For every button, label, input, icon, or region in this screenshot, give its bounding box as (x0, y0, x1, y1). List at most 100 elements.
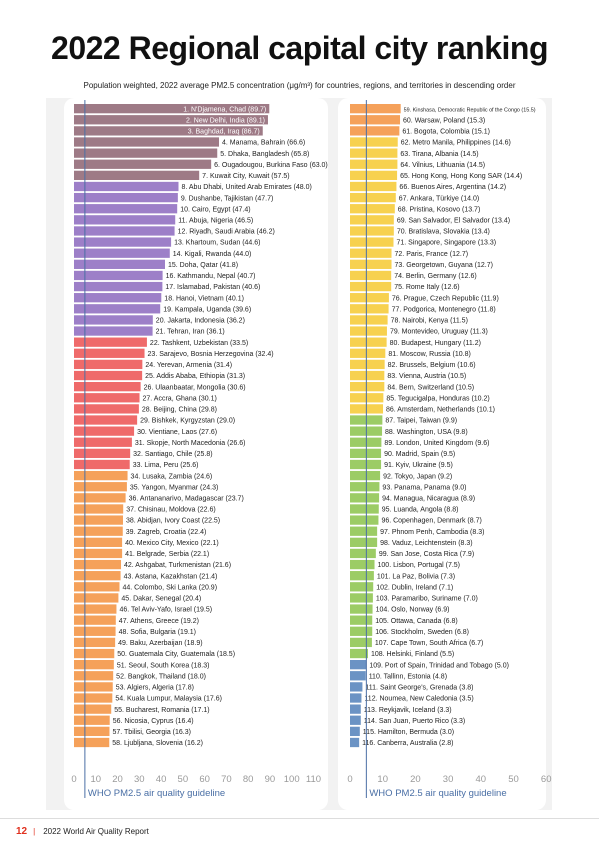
left-bar-label-31: 31. Skopje, North Macedonia (26.6) (135, 440, 246, 447)
left-bar-label-16: 16. Kathmandu, Nepal (40.7) (166, 273, 256, 280)
right-bar-40 (350, 537, 378, 547)
left-axis-tick-90: 90 (265, 774, 276, 785)
right-bar-7 (350, 170, 398, 181)
left-bar-label-30: 30. Vientiane, Laos (27.6) (137, 429, 217, 436)
left-bar-36 (74, 493, 126, 503)
right-bar-46 (350, 604, 373, 614)
right-bar-label-46: 104. Oslo, Norway (6.9) (376, 607, 450, 614)
left-bar-label-12: 12. Riyadh, Saudi Arabia (46.2) (178, 229, 275, 236)
left-axis-tick-30: 30 (134, 774, 145, 785)
left-bar-label-3: 3. Baghdad, Iraq (86.7) (188, 129, 260, 136)
left-bar-label-21: 21. Tehran, Iran (36.1) (156, 329, 225, 336)
left-bar-40 (74, 537, 123, 547)
right-bar-31 (350, 437, 382, 447)
left-bar-label-13: 13. Khartoum, Sudan (44.6) (174, 240, 260, 247)
left-bar-label-55: 55. Bucharest, Romania (17.1) (114, 707, 209, 714)
right-bar-label-28: 86. Amsterdam, Netherlands (10.1) (386, 407, 495, 414)
right-axis-tick-40: 40 (476, 774, 487, 785)
left-bar-label-4: 4. Manama, Bahrain (66.6) (222, 140, 305, 147)
left-bar-label-38: 38. Abidjan, Ivory Coast (22.5) (126, 518, 220, 525)
left-bar-label-19: 19. Kampala, Uganda (39.6) (163, 306, 251, 313)
left-bar-10 (74, 204, 178, 214)
left-bar-label-42: 42. Ashgabat, Turkmenistan (21.6) (124, 562, 231, 569)
right-bar-label-36: 94. Managua, Nicaragua (8.9) (382, 496, 475, 503)
left-bar-33 (74, 459, 130, 470)
left-bar-8 (74, 181, 179, 192)
left-bar-35 (74, 482, 127, 492)
right-bar-label-8: 66. Buenos Aires, Argentina (14.2) (399, 184, 506, 191)
right-bar-34 (350, 470, 381, 481)
right-bar-50 (350, 648, 368, 659)
right-bar-57 (350, 726, 360, 737)
right-axis-tick-10: 10 (377, 774, 388, 785)
left-bar-label-36: 36. Antananarivo, Madagascar (23.7) (129, 496, 244, 503)
right-bar-21 (350, 326, 387, 336)
left-bar-58 (74, 737, 110, 748)
footer-report-name: 2022 World Air Quality Report (43, 827, 149, 836)
right-bar-12 (350, 226, 394, 236)
left-bar-label-47: 47. Athens, Greece (19.2) (119, 618, 199, 625)
left-bar-label-53: 53. Algiers, Algeria (17.8) (116, 685, 194, 692)
left-bar-label-22: 22. Tashkent, Uzbekistan (33.5) (150, 340, 248, 347)
right-bar-label-14: 72. Paris, France (12.7) (395, 251, 469, 258)
right-bar-label-34: 92. Tokyo, Japan (9.2) (383, 473, 452, 480)
left-bar-6 (74, 159, 212, 169)
left-bar-label-46: 46. Tel Aviv-Yafo, Israel (19.5) (119, 607, 212, 614)
left-bar-label-35: 35. Yangon, Myanmar (24.3) (130, 484, 218, 491)
left-bar-label-56: 56. Nicosia, Cyprus (16.4) (113, 718, 194, 725)
left-bar-label-17: 17. Islamabad, Pakistan (40.6) (165, 284, 260, 291)
right-bar-label-19: 77. Podgorica, Montenegro (11.8) (392, 306, 496, 313)
left-axis-tick-100: 100 (284, 774, 300, 785)
right-bar-label-47: 105. Ottawa, Canada (6.8) (375, 618, 458, 625)
right-bar-label-20: 78. Nairobi, Kenya (11.5) (391, 318, 468, 325)
right-axis-tick-20: 20 (410, 774, 421, 785)
right-bar-label-51: 109. Port of Spain, Trinidad and Tobago … (369, 662, 509, 669)
right-bar-label-42: 100. Lisbon, Portugal (7.5) (378, 562, 461, 569)
left-bar-11 (74, 215, 176, 225)
left-bar-label-41: 41. Belgrade, Serbia (22.1) (125, 551, 209, 558)
left-bar-12 (74, 226, 175, 236)
left-bar-label-2: 2. New Delhi, India (89.1) (186, 117, 265, 124)
left-bar-25 (74, 370, 143, 381)
right-bar-label-13: 71. Singapore, Singapore (13.3) (396, 240, 496, 247)
right-bar-label-29: 87. Taipei, Taiwan (9.9) (385, 418, 457, 425)
left-bar-label-58: 58. Ljubljana, Slovenia (16.2) (112, 740, 203, 747)
left-guideline-label: WHO PM2.5 air quality guideline (88, 788, 225, 799)
left-bar-label-27: 27. Accra, Ghana (30.1) (143, 395, 217, 402)
left-axis-tick-20: 20 (112, 774, 123, 785)
left-bar-label-49: 49. Baku, Azerbaijan (18.9) (118, 640, 202, 647)
left-bar-label-45: 45. Dakar, Senegal (20.4) (121, 596, 201, 603)
right-bar-label-16: 74. Berlin, Germany (12.6) (394, 273, 476, 280)
left-bar-42 (74, 559, 122, 570)
left-bar-label-57: 57. Tbilisi, Georgia (16.3) (112, 729, 190, 736)
right-bar-13 (350, 237, 394, 247)
right-bar-label-58: 116. Canberra, Australia (2.8) (362, 740, 453, 747)
left-bar-2 (74, 115, 268, 125)
left-bar-22 (74, 337, 147, 347)
left-bar-39 (74, 526, 123, 536)
right-bar-label-11: 69. San Salvador, El Salvador (13.4) (397, 218, 510, 225)
right-bar-label-39: 97. Phnom Penh, Cambodia (8.3) (380, 529, 484, 536)
right-bar-17 (350, 281, 392, 292)
right-bar-label-50: 108. Helsinki, Finland (5.5) (371, 651, 454, 658)
left-bar-label-54: 54. Kuala Lumpur, Malaysia (17.6) (115, 696, 222, 703)
right-bar-label-53: 111. Saint George's, Grenada (3.8) (365, 685, 473, 692)
right-bar-41 (350, 548, 376, 559)
left-bar-57 (74, 726, 110, 737)
right-bar-52 (350, 671, 366, 681)
left-bar-label-10: 10. Cairo, Egypt (47.4) (180, 206, 250, 213)
footer-divider (0, 818, 599, 819)
right-bar-label-30: 88. Washington, USA (9.8) (385, 429, 468, 436)
left-bar-29 (74, 415, 138, 425)
right-bar-label-17: 75. Rome Italy (12.6) (394, 284, 459, 291)
right-bar-55 (350, 704, 361, 714)
left-bar-49 (74, 637, 116, 648)
footer-separator: | (33, 827, 36, 836)
right-bar-47 (350, 615, 373, 625)
right-bar-35 (350, 482, 380, 492)
right-bar-label-21: 79. Montevideo, Uruguay (11.3) (390, 329, 488, 336)
right-bar-label-6: 64. Vilnius, Lithuania (14.5) (400, 162, 485, 169)
right-bar-label-4: 62. Metro Manila, Philippines (14.6) (401, 140, 511, 147)
right-bar-4 (350, 137, 398, 147)
